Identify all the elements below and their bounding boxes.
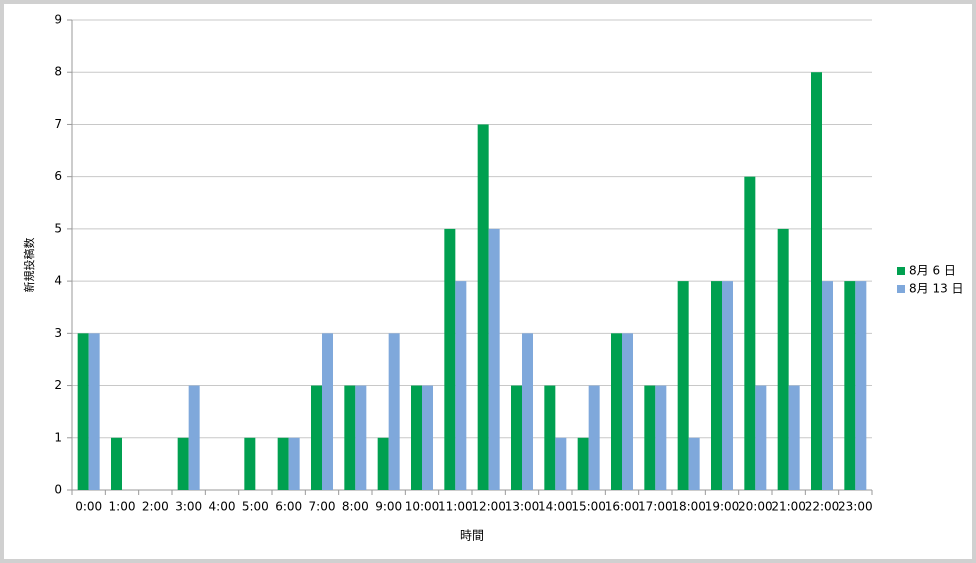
bar — [577, 437, 589, 490]
bar — [811, 72, 822, 490]
bar — [411, 385, 422, 490]
y-tick-label: 8 — [54, 65, 62, 79]
x-tick-label: 9:00 — [375, 500, 402, 514]
bar — [444, 228, 456, 490]
bar — [488, 228, 500, 490]
bar — [655, 385, 667, 490]
x-tick-label: 8:00 — [342, 500, 369, 514]
bar — [688, 437, 700, 490]
bar — [422, 385, 433, 490]
bar — [822, 281, 833, 490]
bar — [788, 385, 800, 490]
x-tick-label: 23:00 — [838, 500, 873, 514]
x-tick-label: 22:00 — [805, 500, 840, 514]
bar — [244, 437, 256, 490]
bar — [677, 281, 689, 490]
x-tick-label: 12:00 — [471, 500, 506, 514]
x-tick-label: 6:00 — [275, 500, 302, 514]
y-tick-label: 0 — [54, 483, 62, 497]
y-tick-label: 4 — [54, 274, 62, 288]
bar — [177, 437, 189, 490]
x-tick-label: 20:00 — [738, 500, 773, 514]
x-tick-label: 14:00 — [538, 500, 573, 514]
bar — [511, 385, 522, 490]
x-tick-label: 1:00 — [109, 500, 136, 514]
bar — [844, 281, 856, 490]
bar — [522, 333, 533, 490]
x-tick-label: 0:00 — [75, 500, 102, 514]
y-tick-label: 2 — [54, 378, 62, 392]
x-tick-label: 15:00 — [571, 500, 606, 514]
x-tick-label: 11:00 — [438, 500, 473, 514]
bar — [277, 437, 289, 490]
bar — [555, 437, 567, 490]
bar — [388, 333, 400, 490]
bar — [755, 385, 767, 490]
bar — [311, 385, 322, 490]
y-tick-label: 3 — [54, 326, 62, 340]
y-tick-label: 5 — [54, 221, 62, 235]
bar — [288, 437, 300, 490]
bar — [777, 228, 789, 490]
x-tick-label: 10:00 — [405, 500, 440, 514]
legend-label: 8月 6 日 — [909, 264, 956, 278]
bar — [611, 333, 622, 490]
y-tick-label: 9 — [54, 13, 62, 27]
bar — [88, 333, 100, 490]
bar — [744, 176, 756, 490]
bar — [111, 437, 122, 490]
y-tick-label: 1 — [54, 430, 62, 444]
x-tick-label: 17:00 — [638, 500, 673, 514]
bar — [722, 281, 733, 490]
bar — [711, 281, 722, 490]
y-tick-label: 7 — [54, 117, 62, 131]
x-tick-label: 3:00 — [175, 500, 202, 514]
x-axis-label: 時間 — [460, 529, 484, 543]
x-tick-label: 5:00 — [242, 500, 269, 514]
x-tick-label: 18:00 — [671, 500, 706, 514]
bar — [644, 385, 656, 490]
legend-swatch — [897, 267, 905, 275]
bar — [622, 333, 633, 490]
x-tick-label: 16:00 — [605, 500, 640, 514]
bar — [855, 281, 867, 490]
x-tick-label: 21:00 — [771, 500, 806, 514]
bar — [344, 385, 356, 490]
bar — [188, 385, 200, 490]
x-tick-label: 7:00 — [309, 500, 336, 514]
x-tick-label: 19:00 — [705, 500, 740, 514]
x-tick-label: 4:00 — [209, 500, 236, 514]
bar — [477, 124, 489, 490]
legend-swatch — [897, 285, 905, 293]
legend-label: 8月 13 日 — [909, 282, 964, 296]
x-tick-label: 2:00 — [142, 500, 169, 514]
bar — [544, 385, 556, 490]
x-tick-label: 13:00 — [505, 500, 540, 514]
bar — [588, 385, 600, 490]
bar — [377, 437, 389, 490]
bar — [355, 385, 367, 490]
bar — [322, 333, 333, 490]
bar — [455, 281, 467, 490]
y-axis-label: 新規投稿数 — [22, 238, 36, 293]
bar — [77, 333, 89, 490]
y-tick-label: 6 — [54, 169, 62, 183]
